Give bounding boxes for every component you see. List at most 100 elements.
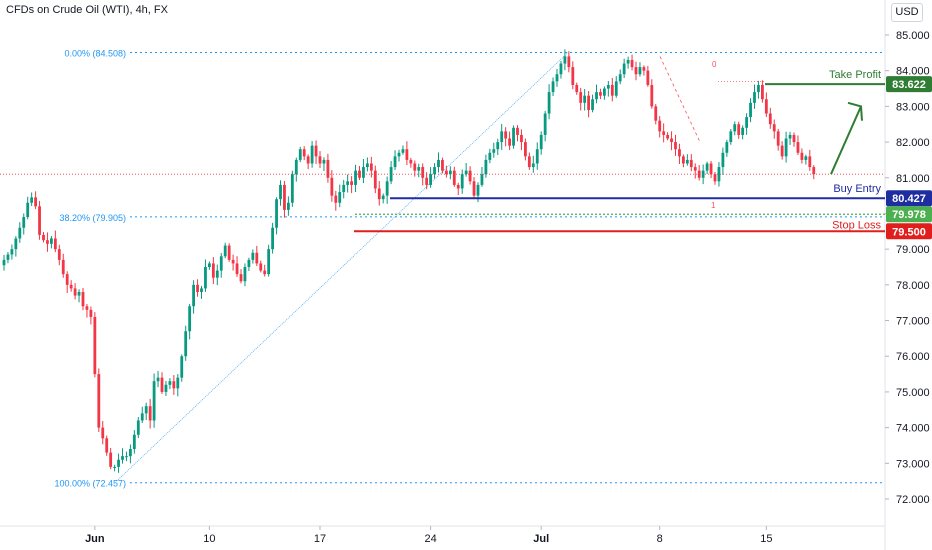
candle-up bbox=[22, 217, 26, 228]
candle-down bbox=[689, 159, 693, 168]
fib-retrace-line bbox=[659, 56, 701, 143]
candle-down bbox=[579, 92, 583, 103]
candle-up bbox=[393, 156, 397, 168]
y-tick-label: 77.000 bbox=[896, 316, 930, 328]
candle-up bbox=[290, 174, 294, 203]
candle-down bbox=[761, 84, 764, 100]
candle-up bbox=[705, 163, 709, 171]
y-tick-label: 73.000 bbox=[896, 458, 930, 470]
candle-down bbox=[709, 163, 713, 175]
candle-down bbox=[634, 67, 638, 75]
symbol-title: CFDs on Crude Oil (WTI), 4h, FX bbox=[6, 4, 168, 16]
candle-down bbox=[682, 156, 685, 164]
candle-down bbox=[571, 67, 575, 85]
candle-up bbox=[749, 102, 752, 118]
candle-up bbox=[784, 138, 788, 157]
candle-up bbox=[551, 81, 555, 93]
fib-level-label: 100.00% (72.457) bbox=[54, 479, 126, 489]
candle-down bbox=[610, 84, 614, 96]
candle-up bbox=[535, 149, 539, 164]
candle-down bbox=[452, 170, 456, 185]
candle-down bbox=[796, 142, 800, 153]
y-tick-label: 75.000 bbox=[896, 387, 930, 399]
take-profit-price-tag bbox=[886, 76, 932, 93]
x-tick-label: 8 bbox=[657, 533, 663, 545]
candle-down bbox=[772, 124, 776, 132]
y-tick-label: 85.000 bbox=[896, 30, 930, 42]
fib-marker-1: 1 bbox=[711, 201, 716, 210]
candle-down bbox=[575, 84, 579, 93]
candle-up bbox=[129, 449, 132, 457]
candle-down bbox=[812, 167, 816, 175]
candle-up bbox=[500, 131, 504, 143]
candle-down bbox=[38, 206, 41, 235]
candle-up bbox=[298, 149, 302, 160]
candle-up bbox=[606, 84, 610, 89]
candle-up bbox=[338, 192, 342, 203]
candle-down bbox=[524, 142, 527, 157]
candle-down bbox=[642, 67, 646, 71]
candle-down bbox=[697, 170, 701, 178]
candle-down bbox=[53, 238, 57, 250]
x-tick-label: 24 bbox=[424, 533, 436, 545]
y-tick-label: 83.000 bbox=[896, 101, 930, 113]
candle-down bbox=[314, 145, 318, 157]
stop-loss-label: Stop Loss bbox=[832, 219, 881, 231]
buy-entry-price-tag bbox=[886, 190, 932, 207]
y-tick-label: 76.000 bbox=[896, 351, 930, 363]
candle-up bbox=[77, 291, 81, 296]
candle-down bbox=[780, 145, 784, 157]
candle-up bbox=[555, 74, 559, 82]
candle-up bbox=[701, 170, 705, 178]
candle-up bbox=[618, 74, 622, 82]
candle-up bbox=[433, 167, 436, 175]
candle-up bbox=[223, 245, 227, 257]
candle-up bbox=[622, 63, 626, 75]
candle-down bbox=[101, 427, 105, 439]
candle-up bbox=[208, 263, 211, 267]
candle-up bbox=[30, 197, 34, 203]
candle-up bbox=[563, 56, 567, 64]
candle-up bbox=[346, 181, 350, 185]
y-tick-label: 84.000 bbox=[896, 66, 930, 78]
candle-up bbox=[247, 259, 251, 267]
take-profit-label: Take Profit bbox=[829, 69, 881, 81]
candle-up bbox=[156, 377, 160, 382]
candle-up bbox=[448, 170, 452, 175]
candle-down bbox=[504, 131, 508, 139]
candle-down bbox=[737, 124, 741, 135]
candle-up bbox=[539, 134, 543, 150]
currency-button[interactable]: USD bbox=[891, 3, 923, 22]
y-tick-label: 82.000 bbox=[896, 137, 930, 149]
candle-up bbox=[429, 174, 432, 185]
candle-up bbox=[753, 92, 756, 103]
candle-down bbox=[674, 142, 677, 150]
candle-up bbox=[267, 249, 271, 275]
fib-marker-0: 0 bbox=[712, 60, 717, 69]
candle-down bbox=[768, 113, 772, 125]
candle-up bbox=[18, 227, 22, 239]
candle-down bbox=[654, 106, 658, 121]
candle-up bbox=[10, 249, 14, 255]
candle-up bbox=[26, 202, 30, 218]
price-tag-label: 79.978 bbox=[892, 209, 926, 221]
candle-down bbox=[800, 152, 804, 160]
candle-down bbox=[666, 134, 669, 139]
candle-down bbox=[85, 306, 89, 310]
y-tick-label: 74.000 bbox=[896, 423, 930, 435]
candle-up bbox=[184, 331, 188, 357]
candle-down bbox=[57, 249, 61, 260]
candle-up bbox=[287, 202, 290, 210]
candle-down bbox=[456, 184, 460, 189]
candle-down bbox=[105, 438, 109, 453]
candle-down bbox=[670, 138, 673, 143]
candle-down bbox=[678, 149, 681, 157]
candle-up bbox=[50, 238, 53, 244]
candle-up bbox=[125, 456, 128, 458]
candle-up bbox=[685, 159, 689, 164]
candle-up bbox=[437, 159, 440, 168]
candle-up bbox=[733, 124, 737, 132]
candle-down bbox=[587, 95, 590, 110]
candle-up bbox=[2, 259, 6, 266]
